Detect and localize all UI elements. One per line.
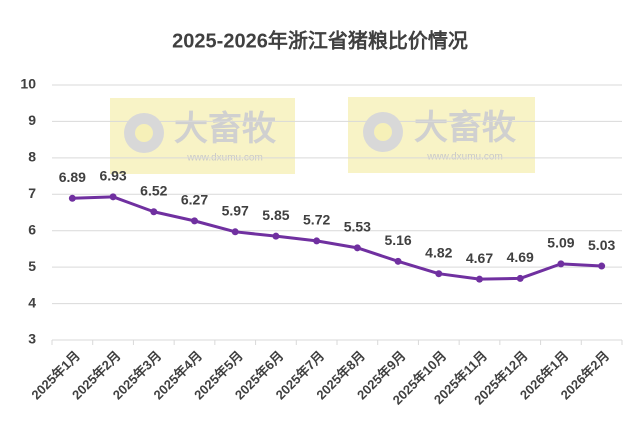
watermark-text: 大畜牧 xyxy=(174,109,277,148)
point xyxy=(353,244,361,252)
point xyxy=(598,262,606,270)
data-label: 4.69 xyxy=(507,249,534,265)
watermark-text: 大畜牧 xyxy=(414,108,517,147)
data-label: 4.67 xyxy=(466,250,493,266)
point xyxy=(476,275,483,283)
point xyxy=(516,274,524,282)
y-tick-label: 4 xyxy=(28,294,36,310)
data-label: 5.09 xyxy=(547,235,574,251)
point xyxy=(109,193,117,201)
point xyxy=(272,232,280,240)
y-tick-label: 8 xyxy=(28,149,36,165)
point xyxy=(557,260,565,268)
data-label: 5.85 xyxy=(262,207,289,223)
point xyxy=(191,217,198,225)
data-label: 6.93 xyxy=(99,168,126,184)
data-label: 6.52 xyxy=(140,182,167,198)
point xyxy=(150,208,158,216)
watermark-logo xyxy=(374,123,392,141)
y-tick-label: 5 xyxy=(28,258,36,274)
data-label: 5.72 xyxy=(303,212,330,228)
series-line xyxy=(72,195,602,281)
data-label: 5.97 xyxy=(222,203,249,219)
data-label: 5.16 xyxy=(384,232,411,248)
watermark-logo xyxy=(135,124,153,142)
data-label: 6.89 xyxy=(59,169,86,185)
y-tick-label: 7 xyxy=(28,185,36,201)
point xyxy=(394,257,402,265)
data-label: 5.03 xyxy=(588,237,615,253)
point xyxy=(68,194,76,202)
point xyxy=(435,270,443,278)
y-tick-label: 10 xyxy=(20,76,36,92)
y-tick-label: 3 xyxy=(28,331,36,347)
point xyxy=(313,237,321,245)
y-tick-label: 6 xyxy=(28,221,36,237)
y-tick-label: 9 xyxy=(28,112,36,128)
data-label: 6.27 xyxy=(181,192,208,208)
watermark-url: www.dxumu.com xyxy=(426,152,503,163)
data-label: 5.53 xyxy=(344,219,371,235)
chart-title: 2025-2026年浙江省猪粮比价情况 xyxy=(172,28,468,52)
data-label: 4.82 xyxy=(425,244,452,260)
point xyxy=(231,228,239,236)
